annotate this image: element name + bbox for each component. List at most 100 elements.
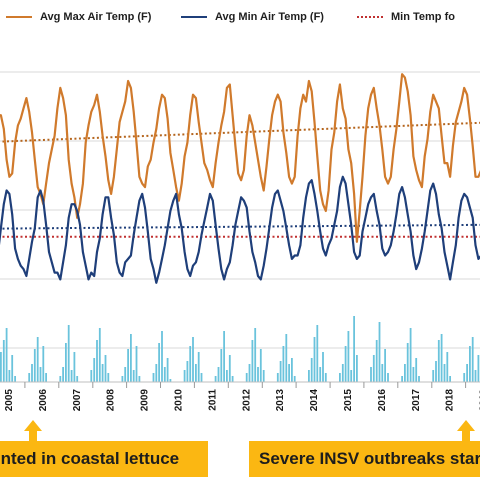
data-point: [217, 142, 220, 144]
data-point: [31, 131, 33, 133]
outbreak-bar: [435, 361, 437, 382]
data-point: [260, 278, 262, 280]
data-point: [401, 186, 403, 188]
data-point: [441, 135, 443, 137]
x-tick-label: 2008: [106, 389, 117, 412]
outbreak-bar: [96, 340, 98, 382]
outbreak-bar: [401, 376, 403, 382]
outbreak-bar: [0, 352, 2, 382]
data-point: [350, 224, 352, 226]
data-point: [31, 241, 33, 243]
outbreak-bar: [344, 346, 347, 382]
data-point: [384, 176, 386, 178]
data-point: [215, 224, 217, 226]
data-point: [195, 261, 197, 263]
outbreak-bar: [98, 328, 101, 382]
data-point: [265, 165, 268, 168]
legend-swatch-min-temp: [181, 16, 207, 18]
data-point: [39, 189, 42, 192]
data-point: [73, 203, 75, 205]
data-point: [172, 169, 174, 171]
data-point: [282, 131, 284, 133]
data-point: [133, 234, 135, 236]
data-point: [54, 272, 56, 274]
data-point: [73, 196, 75, 198]
data-point: [322, 248, 324, 250]
data-point: [356, 241, 358, 243]
x-tick-label: 2016: [377, 389, 388, 412]
data-point: [285, 227, 287, 229]
data-point: [404, 196, 406, 198]
data-point: [189, 275, 191, 277]
legend-label-min-temp-threshold: Min Temp fo: [391, 11, 455, 23]
annotation-banner-right: Severe INSV outbreaks start: [249, 441, 480, 477]
data-point: [113, 234, 115, 236]
data-point: [232, 114, 234, 116]
data-point: [240, 179, 242, 181]
data-point: [435, 193, 437, 195]
data-point: [370, 94, 372, 96]
data-point: [62, 97, 64, 99]
data-point: [0, 114, 2, 116]
outbreak-bar: [14, 376, 16, 382]
data-point: [325, 254, 327, 257]
data-point: [356, 258, 358, 260]
data-point: [415, 268, 417, 270]
data-point: [237, 172, 239, 174]
outbreak-bar: [406, 343, 409, 382]
outbreak-bar: [197, 352, 200, 382]
data-point: [3, 128, 5, 130]
data-point: [226, 87, 228, 89]
outbreak-bar: [31, 364, 33, 382]
data-point: [432, 183, 434, 185]
data-point: [401, 73, 403, 75]
data-point: [178, 200, 180, 202]
data-point: [28, 111, 30, 113]
data-point: [71, 183, 73, 185]
data-point: [373, 87, 375, 89]
series-line-min-trend: [0, 223, 480, 230]
outbreak-bar: [440, 334, 443, 382]
data-point: [418, 179, 420, 181]
data-point: [398, 193, 400, 195]
data-point: [96, 251, 98, 253]
data-point: [364, 135, 366, 137]
data-point: [102, 135, 104, 137]
data-point: [308, 80, 310, 82]
outbreak-bar: [158, 343, 160, 382]
trend-lines: [0, 121, 480, 238]
data-point: [246, 135, 248, 137]
x-tick-label: 2015: [343, 389, 354, 412]
data-point: [65, 244, 67, 246]
data-point: [455, 121, 457, 123]
x-tick-label: 2007: [72, 389, 83, 412]
outbreak-bar: [39, 367, 42, 382]
data-point: [186, 142, 188, 144]
data-point: [3, 203, 5, 205]
data-point: [11, 172, 13, 174]
data-point: [432, 94, 434, 96]
data-point: [155, 128, 157, 130]
data-point: [113, 176, 115, 178]
data-point: [297, 135, 299, 137]
legend-swatch-max-temp: [6, 16, 32, 18]
data-point: [446, 265, 448, 267]
data-point: [192, 94, 194, 96]
data-point: [85, 142, 87, 144]
outbreak-bar: [93, 358, 96, 382]
outbreak-bar: [76, 376, 79, 382]
data-point: [410, 230, 412, 233]
data-point: [203, 220, 205, 222]
arrow-left: [24, 420, 42, 442]
outbreak-bar: [59, 376, 62, 382]
outbreak-bar: [127, 349, 129, 382]
data-point: [220, 124, 222, 127]
data-point: [14, 142, 16, 144]
data-point: [477, 176, 479, 178]
data-point: [353, 193, 355, 195]
data-point: [172, 200, 174, 202]
data-point: [87, 124, 90, 127]
outbreak-bar: [415, 358, 418, 382]
arrow-right: [457, 420, 475, 442]
